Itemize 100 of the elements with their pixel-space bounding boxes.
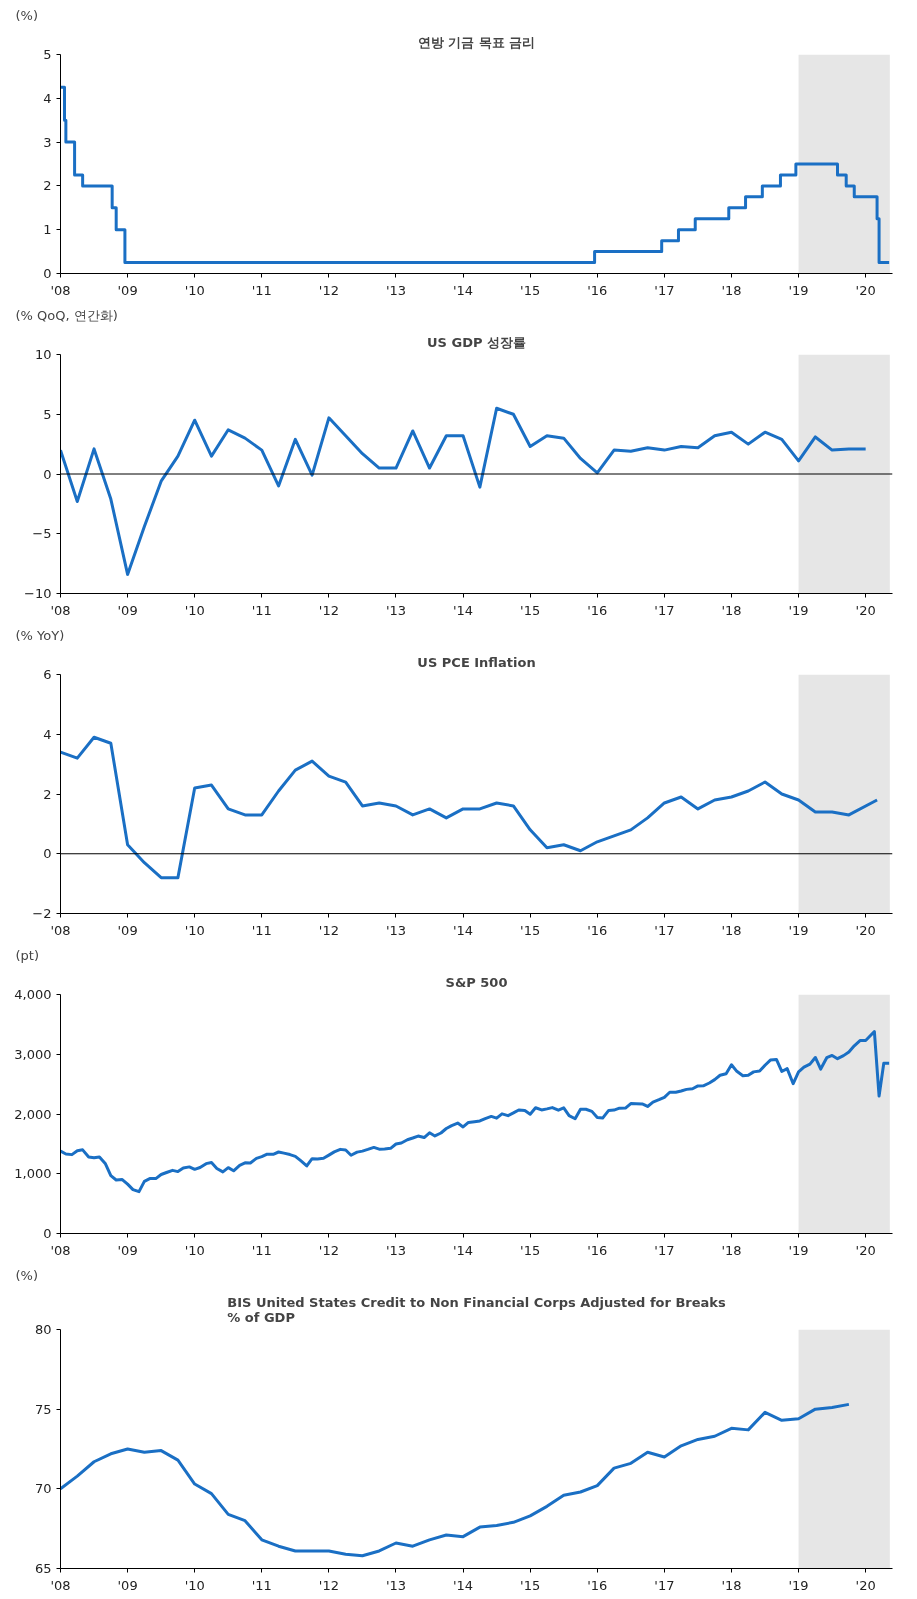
x-tick-label: '15 [520,282,541,298]
x-tick-label: '20 [855,602,876,618]
x-tick-label: '13 [385,602,407,618]
y-tick-label: 4 [43,90,52,106]
x-tick-label: '18 [721,1242,742,1258]
y-tick-label: 2 [43,178,52,194]
x-tick-label: '11 [251,1577,272,1593]
x-tick-label: '19 [788,1242,809,1258]
x-tick-label: '15 [520,922,541,938]
x-tick-label: '15 [520,1242,541,1258]
y-tick-label: 75 [34,1401,52,1417]
x-tick-label: '16 [587,602,608,618]
x-tick-label: '14 [453,1242,474,1258]
x-tick-label: '15 [520,1577,541,1593]
x-tick-label: '17 [654,1242,675,1258]
x-tick-label: '09 [117,602,138,618]
x-tick-label: '14 [453,282,474,298]
x-tick-label: '14 [453,922,474,938]
x-tick-label: '17 [654,1577,675,1593]
y-tick-label: 3 [43,134,52,150]
y-axis-title: (% YoY) [15,627,65,643]
x-tick-label: '12 [318,1577,339,1593]
y-tick-label: 10 [34,347,52,362]
x-tick-label: '12 [318,602,339,618]
y-tick-label: 2 [43,786,52,802]
chart-title: S&P 500 [445,974,508,990]
x-tick-label: '08 [50,1577,71,1593]
x-tick-label: '17 [654,602,675,618]
x-tick-label: '17 [654,282,675,298]
y-axis-title: (%) [15,1267,38,1283]
y-tick-label: −2 [32,906,52,921]
y-tick-label: 0 [43,846,52,862]
x-tick-label: '14 [453,602,474,618]
y-axis-title: (pt) [15,947,39,963]
y-tick-label: 1,000 [14,1166,52,1182]
y-tick-label: 65 [34,1561,52,1576]
x-tick-label: '13 [385,282,407,298]
x-tick-label: '14 [453,1577,474,1593]
x-tick-label: '11 [251,282,272,298]
x-tick-label: '18 [721,922,742,938]
x-tick-label: '18 [721,1577,742,1593]
x-tick-label: '09 [117,922,138,938]
chart-title: US PCE Inflation [417,654,536,670]
x-tick-label: '15 [520,602,541,618]
x-tick-label: '18 [721,282,742,298]
x-tick-label: '08 [50,282,71,298]
x-tick-label: '08 [50,602,71,618]
x-tick-label: '19 [788,282,809,298]
chart-title: 연방 기금 목표 금리 [417,34,536,50]
x-tick-label: '19 [788,1577,809,1593]
x-tick-label: '16 [587,282,608,298]
x-tick-label: '20 [855,1242,876,1258]
y-tick-label: 5 [43,47,52,62]
x-tick-label: '12 [318,282,339,298]
x-tick-label: '19 [788,922,809,938]
y-tick-label: 6 [43,667,52,682]
y-tick-label: 2,000 [14,1106,52,1122]
x-tick-label: '10 [184,282,205,298]
x-tick-label: '08 [50,1242,71,1258]
y-tick-label: 1 [43,222,52,238]
chart-title: BIS United States Credit to Non Financial Corps Adjusted for Breaks % of GDP [227,1294,726,1325]
x-tick-label: '08 [50,922,71,938]
x-tick-label: '11 [251,602,272,618]
x-tick-label: '10 [184,602,205,618]
y-tick-label: −5 [32,526,52,542]
y-tick-label: 0 [43,266,52,281]
x-tick-label: '16 [587,922,608,938]
x-tick-label: '10 [184,922,205,938]
y-tick-label: 0 [43,466,52,482]
x-tick-label: '12 [318,922,339,938]
x-tick-label: '10 [184,1242,205,1258]
x-tick-label: '20 [855,1577,876,1593]
x-tick-label: '10 [184,1577,205,1593]
x-tick-label: '13 [385,922,407,938]
x-tick-label: '16 [587,1242,608,1258]
x-tick-label: '20 [855,922,876,938]
x-tick-label: '16 [587,1577,608,1593]
y-tick-label: 0 [43,1226,52,1241]
y-axis-title: (%) [15,7,38,23]
x-tick-label: '13 [385,1577,407,1593]
x-tick-label: '19 [788,602,809,618]
y-tick-label: 3,000 [14,1046,52,1062]
y-tick-label: 70 [34,1481,52,1497]
x-tick-label: '11 [251,922,272,938]
y-tick-label: −10 [24,586,52,601]
x-tick-label: '11 [251,1242,272,1258]
x-tick-label: '13 [385,1242,407,1258]
x-tick-label: '09 [117,1242,138,1258]
y-tick-label: 4 [43,726,52,742]
y-axis-title: (% QoQ, 연간화) [15,307,118,323]
y-tick-label: 5 [43,406,52,422]
x-tick-label: '09 [117,282,138,298]
y-tick-label: 4,000 [14,987,52,1002]
chart-title: US GDP 성장률 [427,334,526,350]
x-tick-label: '17 [654,922,675,938]
x-tick-label: '12 [318,1242,339,1258]
x-tick-label: '09 [117,1577,138,1593]
x-tick-label: '20 [855,282,876,298]
x-tick-label: '18 [721,602,742,618]
y-tick-label: 80 [34,1322,52,1337]
